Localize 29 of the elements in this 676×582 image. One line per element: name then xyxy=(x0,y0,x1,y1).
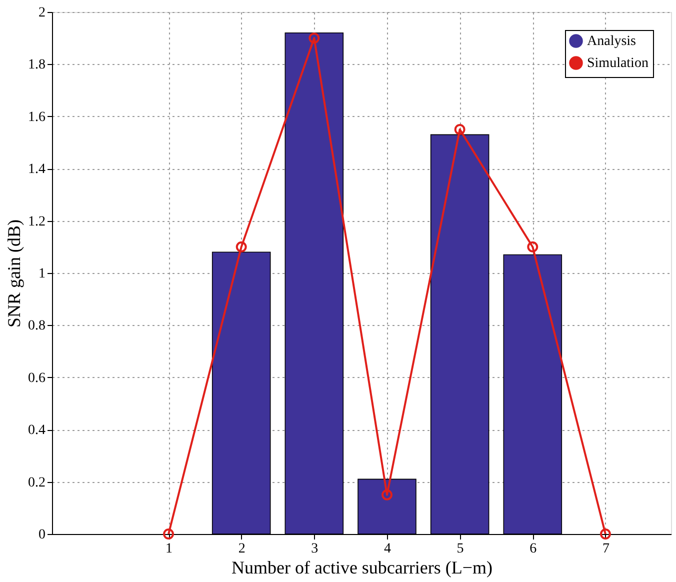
y-tick-label: 1.8 xyxy=(28,58,46,73)
point xyxy=(236,241,247,252)
y-tick-label: 1.2 xyxy=(28,214,46,230)
x-tick-label: 2 xyxy=(238,542,246,556)
point xyxy=(163,528,174,540)
y-tick-label: 1.4 xyxy=(28,162,46,178)
point xyxy=(600,528,611,540)
y-tick-label: 2 xyxy=(38,6,46,20)
legend-label: Simulation xyxy=(587,56,648,71)
y-tick-label: 0.6 xyxy=(28,370,46,386)
y-tick-label: 1.6 xyxy=(28,110,46,125)
y-tick-label: 0 xyxy=(38,528,46,542)
x-tick-label: 1 xyxy=(166,542,173,556)
y-tick-label: 1 xyxy=(38,266,46,282)
point xyxy=(454,124,466,135)
x-tick-label: 4 xyxy=(384,542,391,556)
x-tick-label: 6 xyxy=(530,542,537,556)
x-tick-label: 7 xyxy=(602,542,610,556)
x-tick-label: 5 xyxy=(456,542,464,556)
point xyxy=(527,241,538,252)
y-tick-label: 0.8 xyxy=(28,318,46,334)
point xyxy=(382,489,392,500)
y-tick-label: 0.2 xyxy=(28,475,46,490)
x-axis-title: Number of active subcarriers (L−m) xyxy=(231,558,493,578)
y-tick-label: 0.4 xyxy=(28,423,46,438)
point xyxy=(308,32,320,44)
y-axis-title: SNR gain (dB) xyxy=(4,219,24,328)
legend-label: Analysis xyxy=(587,34,636,49)
x-tick-label: 3 xyxy=(311,542,318,556)
